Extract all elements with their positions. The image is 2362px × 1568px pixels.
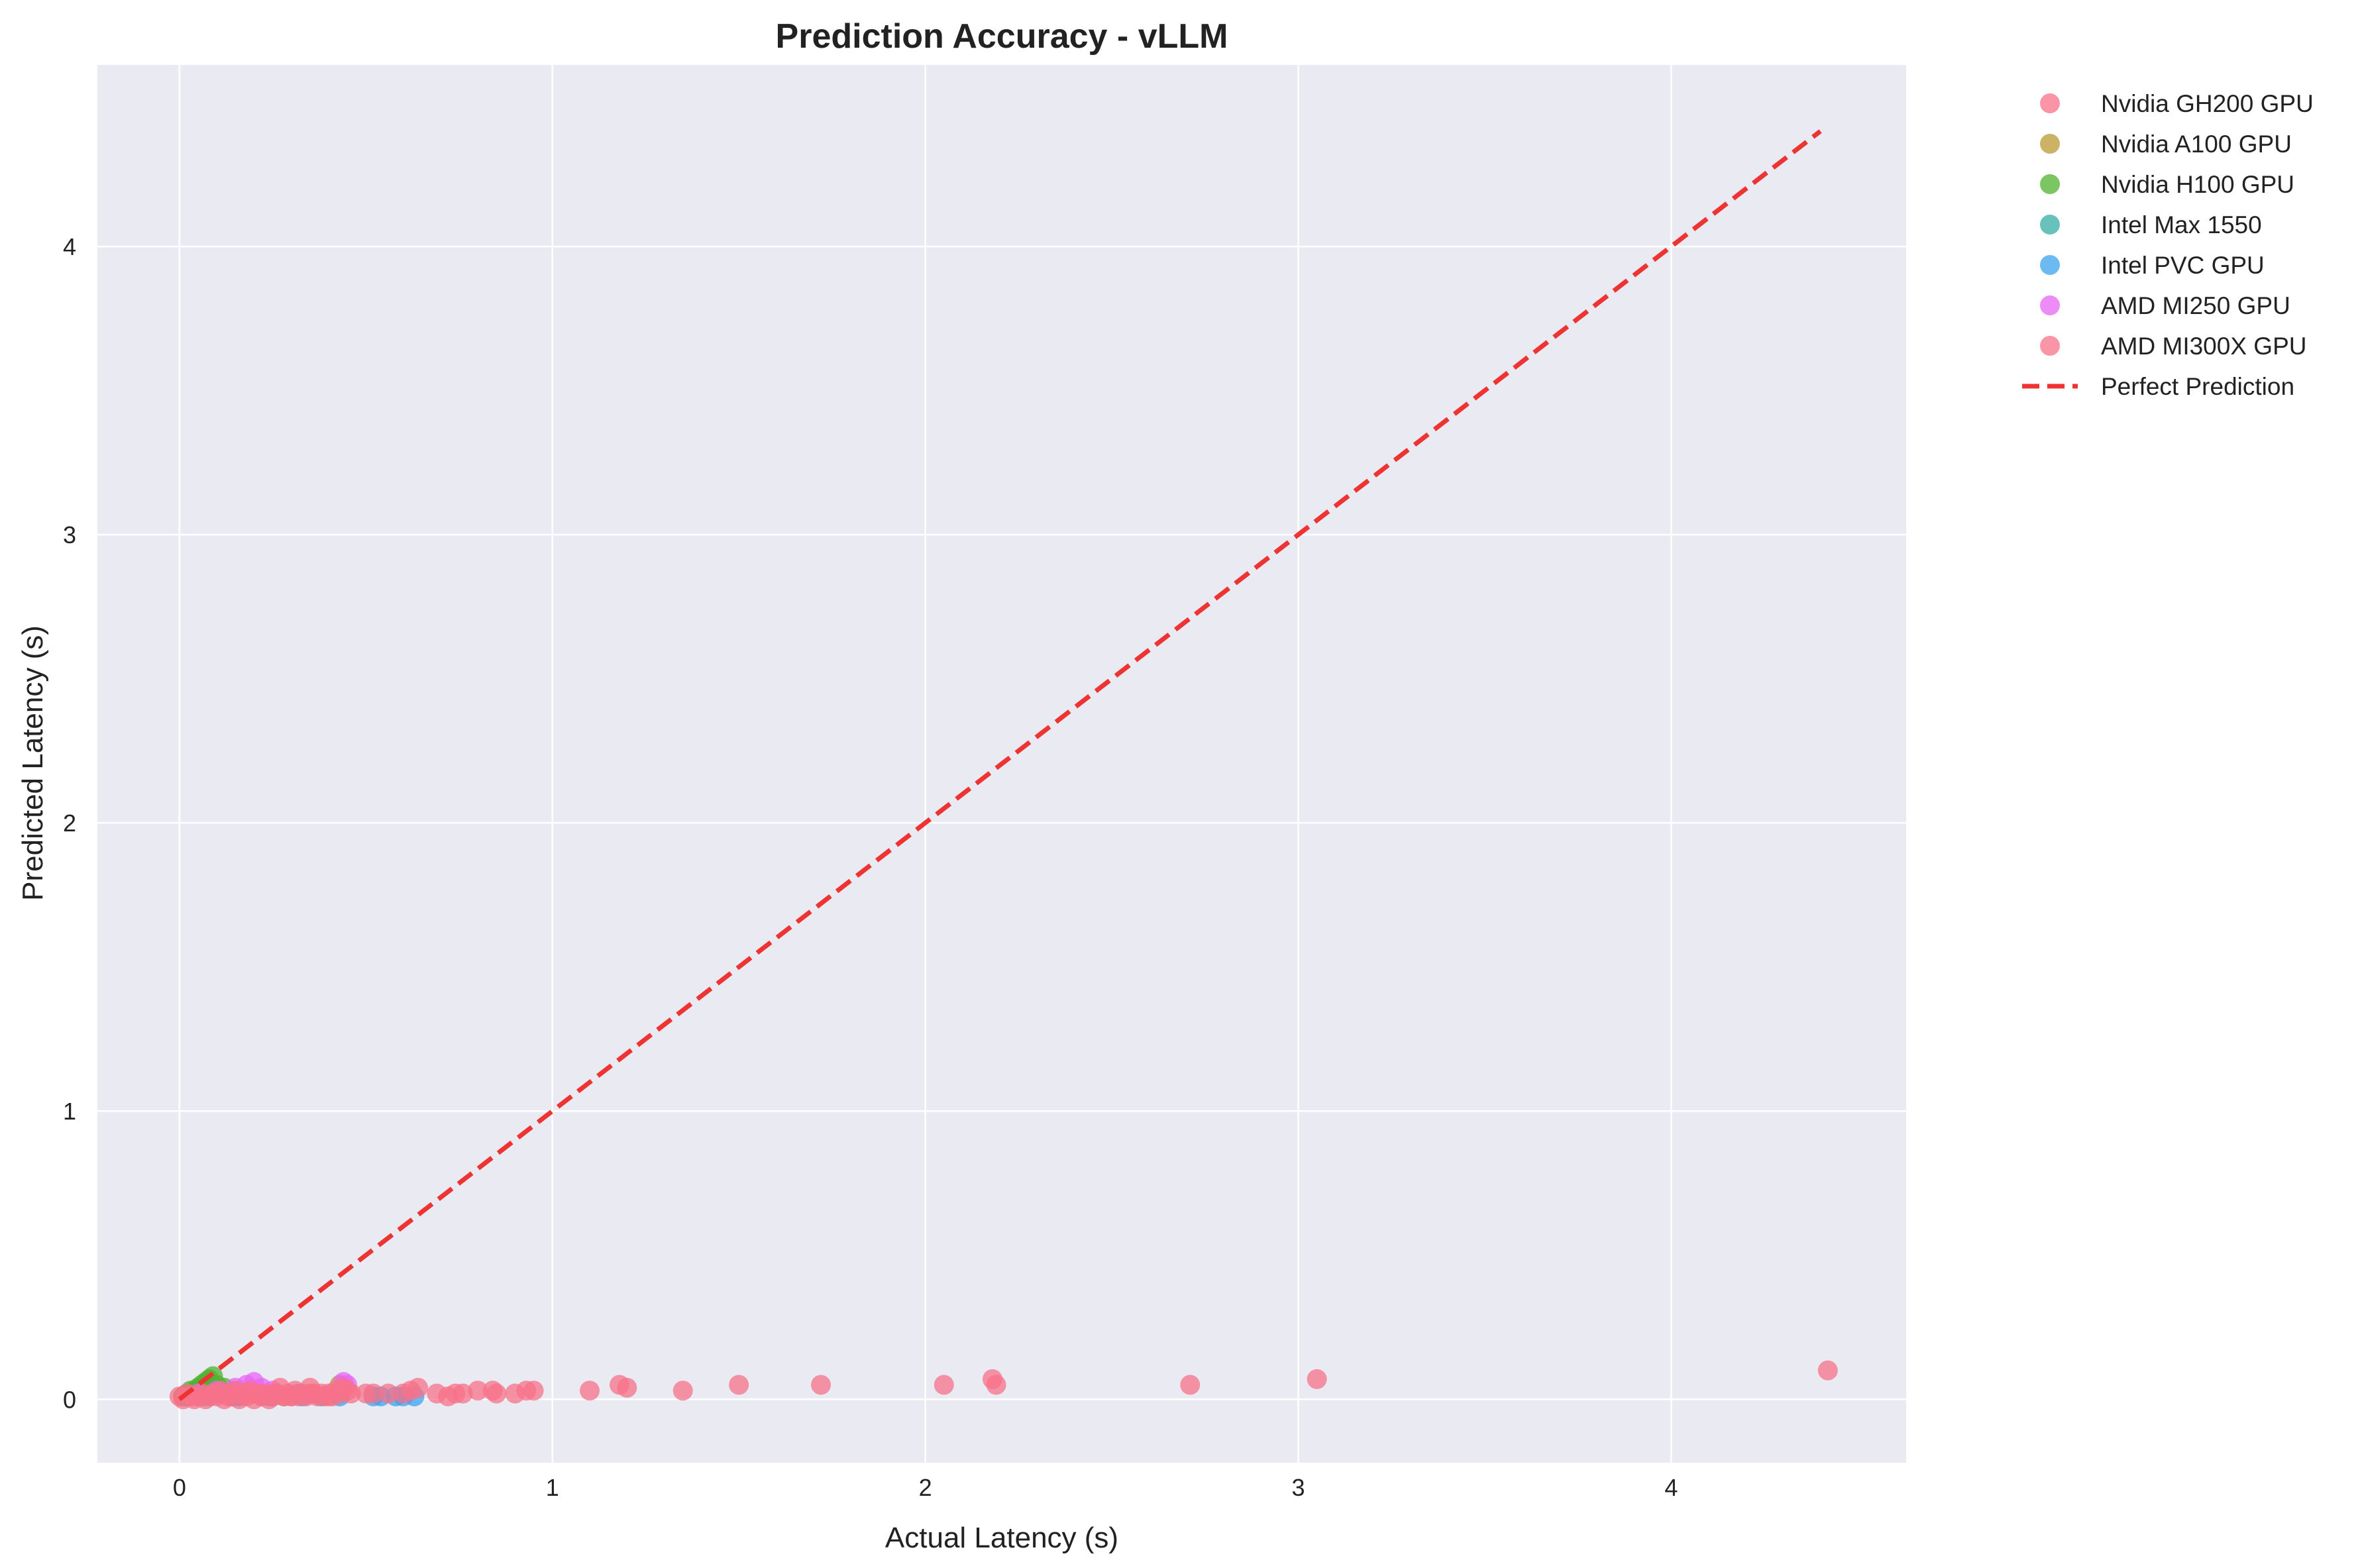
x-tick-label: 3: [1291, 1474, 1305, 1501]
data-point: [811, 1375, 831, 1395]
data-point: [617, 1377, 637, 1398]
data-point: [1817, 1360, 1838, 1381]
data-point: [729, 1375, 749, 1395]
y-tick-label: 1: [63, 1098, 76, 1125]
y-axis-label: Predicted Latency (s): [17, 625, 49, 901]
x-tick-label: 0: [173, 1474, 186, 1501]
legend-label: Nvidia GH200 GPU: [2101, 90, 2314, 117]
legend-marker: [2040, 255, 2060, 275]
legend-label: Perfect Prediction: [2101, 373, 2294, 400]
data-point: [453, 1383, 473, 1404]
data-point: [1307, 1369, 1327, 1389]
legend-label: Nvidia H100 GPU: [2101, 171, 2294, 198]
data-point: [408, 1377, 429, 1398]
legend-marker: [2040, 295, 2060, 315]
legend: Nvidia GH200 GPU Nvidia A100 GPU Nvidia H1…: [2022, 90, 2314, 400]
legend-label: AMD MI300X GPU: [2101, 333, 2306, 360]
series-amd-mi300x-gpu: [169, 1360, 1838, 1410]
data-point: [672, 1381, 693, 1401]
perfect-prediction-line: [178, 129, 1822, 1402]
legend-marker: [2040, 174, 2060, 194]
x-tick-label: 2: [919, 1474, 932, 1501]
data-point: [523, 1381, 544, 1401]
y-tick-label: 2: [63, 810, 76, 837]
y-tick-label: 4: [63, 233, 76, 260]
legend-label: Intel PVC GPU: [2101, 252, 2265, 279]
x-tick-label: 1: [546, 1474, 559, 1501]
x-tick-label: 4: [1664, 1474, 1678, 1501]
data-point: [580, 1381, 600, 1401]
data-point: [486, 1383, 507, 1404]
legend-label: AMD MI250 GPU: [2101, 292, 2290, 319]
data-point: [934, 1375, 954, 1395]
chart-title: Prediction Accuracy - vLLM: [776, 17, 1228, 56]
x-axis-label: Actual Latency (s): [885, 1522, 1118, 1554]
y-tick-label: 0: [63, 1386, 76, 1413]
data-point: [1180, 1375, 1201, 1395]
legend-label: Nvidia A100 GPU: [2101, 131, 2292, 158]
legend-marker: [2040, 215, 2060, 235]
data-point: [986, 1375, 1006, 1395]
legend-marker: [2040, 134, 2060, 154]
data-point: [378, 1383, 399, 1404]
data-point: [468, 1381, 488, 1401]
legend-marker: [2040, 93, 2060, 113]
legend-label: Intel Max 1550: [2101, 211, 2262, 238]
y-tick-label: 3: [63, 521, 76, 549]
data-point: [341, 1383, 361, 1404]
tick-labels: 0 1 2 3 4 0 1 2 3 4: [63, 233, 1678, 1501]
data-point: [363, 1383, 384, 1404]
legend-marker: [2040, 336, 2060, 356]
scatter-points: [169, 1360, 1838, 1410]
